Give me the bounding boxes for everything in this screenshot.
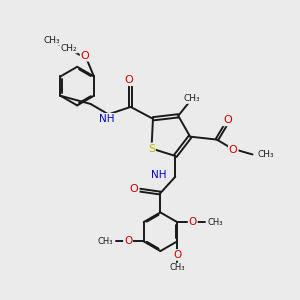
Text: CH₃: CH₃ [97, 237, 113, 246]
Text: CH₃: CH₃ [183, 94, 200, 103]
Text: CH₃: CH₃ [44, 36, 61, 45]
Text: NH: NH [99, 114, 115, 124]
Text: O: O [125, 75, 134, 85]
Text: CH₃: CH₃ [258, 150, 274, 159]
Text: O: O [130, 184, 139, 194]
Text: S: S [148, 143, 155, 154]
Text: CH₂: CH₂ [60, 44, 77, 53]
Text: O: O [124, 236, 132, 246]
Text: O: O [229, 145, 238, 155]
Text: CH₃: CH₃ [208, 218, 224, 226]
Text: O: O [81, 51, 89, 61]
Text: O: O [223, 115, 232, 125]
Text: O: O [189, 217, 197, 227]
Text: CH₃: CH₃ [169, 263, 185, 272]
Text: O: O [173, 250, 181, 260]
Text: NH: NH [152, 170, 167, 180]
